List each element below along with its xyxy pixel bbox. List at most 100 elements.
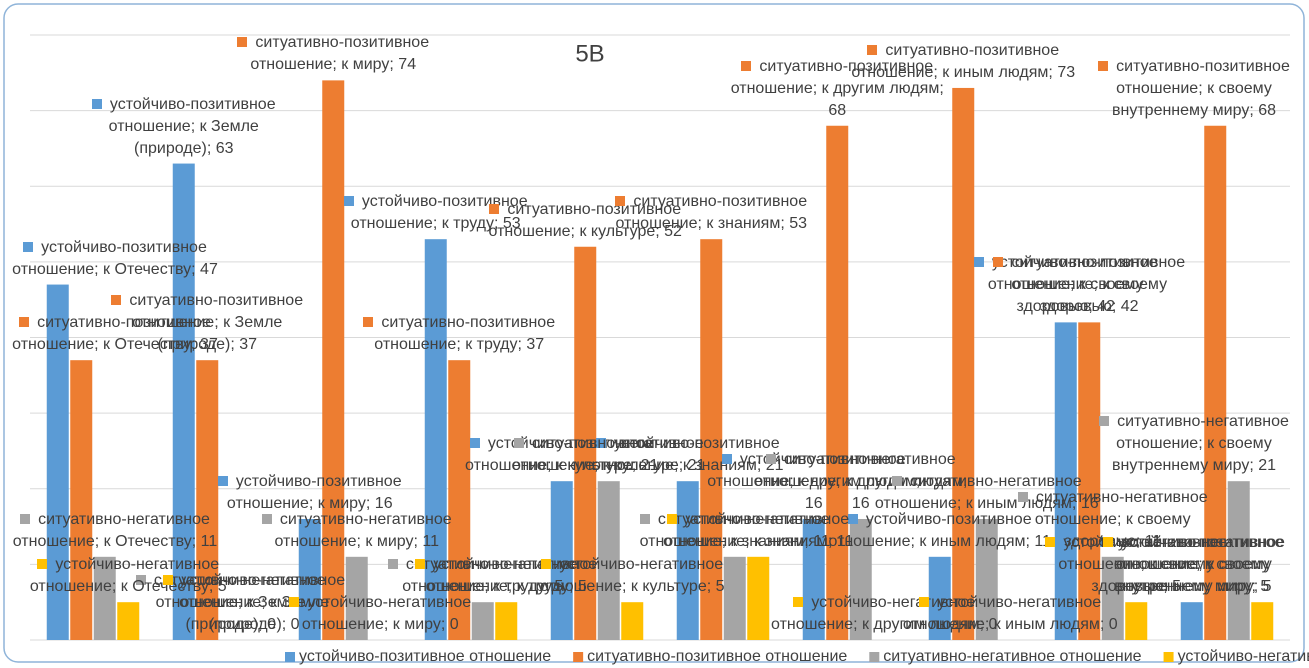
data-label-text: ситуативно-негативное отношение; к культ…: [512, 435, 706, 475]
bar: [928, 556, 951, 640]
data-label: ситуативно-негативное отношение; к Земле…: [116, 570, 346, 636]
legend-label: устойчиво-позитивное отношение: [299, 648, 551, 665]
label-marker: [19, 317, 30, 328]
bar: [1054, 322, 1077, 640]
bar: [117, 602, 140, 640]
data-label: устойчиво-негативное отношение; к миру; …: [265, 592, 495, 636]
data-label: ситуативно-позитивное отношение; к знани…: [596, 191, 826, 235]
label-marker: [237, 37, 248, 48]
data-label: устойчиво-позитивное отношение; к культу…: [447, 433, 677, 477]
data-label: ситуативно-позитивное отношение; к иным …: [848, 40, 1078, 84]
legend-swatch: [1163, 652, 1174, 662]
label-marker: [37, 559, 48, 570]
label-marker: [111, 295, 122, 306]
label-marker: [741, 60, 752, 71]
label-marker: [343, 196, 354, 207]
data-label-text: ситуативно-позитивное отношение; к иным …: [851, 41, 1076, 81]
bar: [550, 481, 573, 640]
data-label-text: ситуативно-негативное отношение; к своем…: [1112, 413, 1289, 475]
label-marker: [20, 513, 31, 524]
bar: [70, 360, 93, 640]
bar: [1180, 602, 1203, 640]
label-marker: [867, 44, 878, 55]
data-label: устойчиво-позитивное отношение; к иным л…: [825, 509, 1055, 553]
label-marker: [513, 438, 524, 449]
data-label-text: устойчиво-позитивное отношение; к своему…: [987, 254, 1158, 316]
data-label-text: ситуативно-позитивное отношение; к культ…: [488, 200, 682, 240]
label-marker: [363, 317, 374, 328]
label-marker: [1098, 60, 1109, 71]
data-label: ситуативно-позитивное отношение; к своем…: [1079, 56, 1309, 122]
bar: [597, 481, 620, 640]
data-label-text: устойчиво-позитивное отношение; к другим…: [707, 451, 921, 512]
data-label-text: ситуативно-позитивное отношение; к своем…: [1112, 57, 1290, 119]
data-label-text: ситуативно-негативное отношение; к Отече…: [12, 510, 218, 550]
label-marker: [891, 476, 902, 486]
bar: [424, 239, 447, 640]
bar: [1101, 556, 1124, 640]
data-label-text: ситуативно-негативное отношение; к други…: [754, 451, 968, 512]
data-label-text: ситуативно-негативное отношение; к иным …: [874, 473, 1099, 512]
data-label: устойчиво-негативное отношение; к своему…: [1079, 532, 1309, 598]
bar: [676, 481, 699, 640]
data-label: ситуативно-негативное отношение; к своем…: [998, 487, 1228, 553]
data-label: устойчиво-негативное отношение; к знания…: [643, 509, 873, 553]
label-marker: [135, 575, 146, 585]
bar: [723, 556, 746, 640]
label-marker: [639, 513, 650, 524]
data-label: устойчиво-негативное отношение; к Отечес…: [13, 554, 243, 598]
bar: [1227, 481, 1250, 640]
data-label: ситуативно-позитивное отношение; к Отече…: [0, 312, 230, 356]
bar: [1125, 602, 1148, 640]
label-marker: [615, 196, 626, 207]
label-marker: [489, 203, 500, 214]
data-label: ситуативно-позитивное отношение; к своем…: [974, 252, 1204, 318]
data-label-text: устойчиво-позитивное отношение; к культу…: [465, 435, 659, 475]
data-label-text: ситуативно-позитивное отношение; к труду…: [374, 314, 556, 354]
data-label: устойчиво-позитивное отношение; к Земле …: [69, 94, 299, 160]
label-marker: [1017, 491, 1028, 502]
data-label-text: устойчиво-негативное отношение; к знания…: [663, 510, 854, 550]
label-marker: [469, 438, 480, 449]
data-label-text: устойчиво-негативное отношение; к своему…: [1116, 534, 1285, 596]
label-marker: [415, 559, 426, 570]
label-marker: [1103, 537, 1114, 548]
data-label-text: ситуативно-негативное отношение; к труду…: [402, 556, 578, 596]
data-label-text: устойчиво-негативное отношение; к культу…: [539, 556, 725, 596]
data-label: ситуативно-негативное отношение; к своем…: [1079, 411, 1309, 477]
bar: [1078, 322, 1101, 640]
bar: [345, 556, 368, 640]
label-marker: [387, 559, 398, 570]
data-label: устойчиво-негативное отношение; к труду;…: [391, 554, 621, 598]
data-label: ситуативно-позитивное отношение; к Земле…: [92, 290, 322, 356]
data-label: ситуативно-негативное отношение; к иным …: [872, 471, 1102, 515]
label-marker: [973, 257, 984, 268]
data-label-text: ситуативно-позитивное отношение; к знани…: [615, 193, 808, 233]
label-marker: [793, 597, 804, 607]
data-label: ситуативно-негативное отношение; к труду…: [368, 554, 598, 598]
data-label-text: ситуативно-позитивное отношение; к други…: [730, 57, 944, 119]
chart-title: 5В: [575, 40, 604, 67]
label-marker: [847, 513, 858, 524]
bar: [621, 602, 644, 640]
bar: [849, 519, 872, 640]
bar: [700, 239, 723, 640]
data-label: ситуативно-позитивное отношение; к культ…: [470, 199, 700, 243]
label-marker: [289, 597, 300, 607]
label-marker: [721, 454, 732, 464]
legend-label: устойчиво-негативное отношение: [1178, 648, 1309, 665]
data-label-text: ситуативно-негативное отношение; к знани…: [639, 510, 830, 550]
data-label-text: устойчиво-негативное отношение; к труду;…: [425, 556, 598, 596]
data-label: ситуативно-позитивное отношение; к труду…: [344, 312, 574, 356]
bar: [574, 246, 597, 640]
data-label-text: ситуативно-негативное отношение; к миру;…: [274, 510, 452, 550]
bar: [975, 519, 998, 640]
data-label-text: ситуативно-негативное отношение; к Земле…: [153, 572, 326, 633]
data-label-text: устойчиво-позитивное отношение; к своему…: [1113, 534, 1284, 596]
data-label: устойчиво-позитивное отношение; к труду;…: [321, 191, 551, 235]
data-label: устойчиво-позитивное отношение; к своему…: [951, 252, 1181, 318]
data-label-text: устойчиво-позитивное отношение; к знания…: [591, 435, 784, 475]
data-label: устойчиво-позитивное отношение; к своему…: [1077, 532, 1307, 598]
bar: [1204, 125, 1227, 640]
